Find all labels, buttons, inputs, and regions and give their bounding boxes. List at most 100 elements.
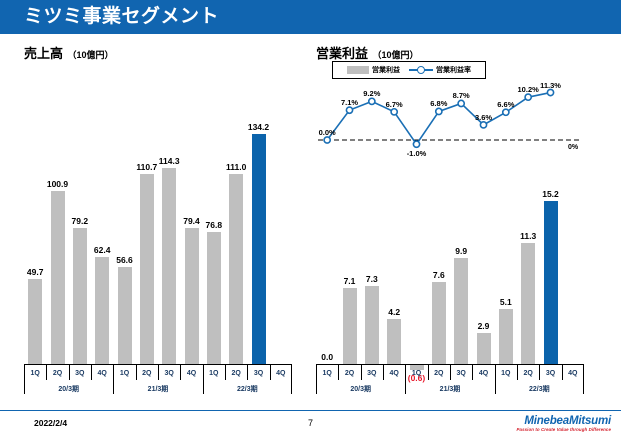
bar-value-label: 11.3	[520, 230, 537, 241]
bar	[476, 332, 491, 364]
bar-value-label: 7.3	[365, 273, 378, 284]
bar	[454, 257, 469, 364]
chart-legend: 営業利益 営業利益率	[332, 61, 486, 79]
bar	[184, 227, 199, 364]
x-axis-tick-label: 1Q	[119, 369, 130, 377]
bar-value-label: 76.8	[205, 220, 223, 231]
legend-item-operating-margin: 営業利益率	[409, 65, 471, 75]
fiscal-year-separator	[113, 365, 115, 394]
bar	[72, 228, 87, 364]
x-axis-tick-label: 1Q	[30, 369, 40, 377]
line-point-label: 6.8%	[430, 99, 448, 109]
bar-value-label: 56.6	[116, 254, 133, 265]
x-axis-tick-label: 4Q	[186, 369, 197, 377]
bar	[229, 173, 244, 364]
line-point-label: 10.2%	[517, 85, 539, 95]
bar-value-label: 9.9	[455, 245, 468, 256]
line-point-label: 7.1%	[340, 98, 359, 108]
fiscal-year-separator	[291, 365, 292, 394]
x-axis-tick-label: 4Q	[276, 369, 286, 377]
bar-value-label: 79.4	[183, 215, 200, 226]
footer-date: 2022/2/4	[34, 418, 68, 428]
x-axis-tick-label: 4Q	[97, 369, 107, 377]
company-logo: MinebeaMitsumi Passion to Create Value t…	[516, 415, 612, 433]
bar-value-label: 7.1	[343, 275, 356, 286]
bar-value-label: 5.1	[499, 297, 512, 308]
bar	[206, 232, 221, 364]
title-bar	[0, 0, 621, 34]
x-axis-tick-label: 4Q	[568, 369, 578, 377]
bar	[139, 174, 154, 364]
x-axis-line	[316, 364, 584, 366]
bar	[543, 200, 558, 364]
zero-axis-label: 0%	[568, 144, 579, 151]
x-axis-tick-label: 1Q	[411, 369, 422, 377]
bar-value-label: 15.2	[542, 188, 559, 199]
x-axis-tick-label: 2Q	[52, 369, 63, 377]
line-point-label: 6.6%	[497, 100, 515, 110]
fiscal-year-label: 22/3期	[237, 385, 258, 393]
footer-divider	[0, 410, 621, 411]
fiscal-year-label: 20/3期	[350, 385, 371, 393]
bar-value-label: 0.0	[321, 352, 334, 362]
left-panel-heading-main: 売上高	[24, 46, 64, 61]
fiscal-year-label: 21/3期	[439, 385, 461, 393]
bar	[117, 266, 132, 364]
operating-margin-line	[318, 88, 582, 149]
operating-income-chart: 0.0 7.1 7.3 4.2 (0.6) 7.6 9.9 2.9 5.1 11.3 15.2 1Q 2…	[316, 78, 584, 394]
x-axis-tick	[46, 365, 48, 380]
x-axis-tick	[158, 365, 159, 380]
bar	[498, 309, 513, 364]
bar	[521, 242, 536, 364]
bar	[431, 282, 446, 364]
line-point-label: 6.7%	[385, 99, 403, 109]
legend-bar-swatch-icon	[347, 66, 369, 74]
bar-value-label: (0.6)	[407, 373, 426, 384]
x-axis-tick	[383, 365, 384, 380]
x-axis-tick	[539, 365, 541, 380]
fiscal-year-separator	[405, 365, 407, 394]
x-axis-tick-label: 3Q	[253, 369, 264, 377]
x-axis-tick-label: 3Q	[545, 369, 556, 377]
bar-value-label: 100.9	[46, 179, 69, 190]
company-logo-text: MinebeaMitsumi	[524, 415, 611, 427]
page-title: ミツミ事業セグメント	[24, 6, 220, 27]
right-panel-heading: 営業利益 （10億円）	[316, 43, 418, 63]
bar	[387, 318, 402, 364]
x-axis-line	[24, 364, 292, 366]
bar	[409, 364, 424, 371]
x-axis-tick	[360, 365, 362, 380]
company-tagline: Passion to Create Value through Differen…	[516, 427, 611, 432]
x-axis-tick	[472, 365, 474, 380]
legend-item-operating-income: 営業利益	[347, 65, 400, 75]
x-axis-tick-label: 2Q	[523, 369, 533, 377]
bar	[50, 191, 65, 364]
line-point-label: 0.0%	[318, 128, 336, 137]
bar-value-label: 49.7	[26, 266, 44, 277]
x-axis-tick	[517, 365, 518, 380]
x-axis-tick	[269, 365, 271, 380]
bar	[28, 278, 43, 364]
bar-value-label: 4.2	[388, 306, 401, 317]
bar	[162, 168, 177, 364]
legend-line-marker-icon	[409, 66, 433, 74]
x-axis-tick-label: 4Q	[478, 369, 489, 377]
line-point-label: 8.7%	[452, 91, 470, 101]
right-panel-heading-main: 営業利益	[316, 46, 369, 61]
x-axis-tick-label: 3Q	[164, 369, 174, 377]
x-axis-tick-label: 1Q	[322, 369, 332, 377]
x-axis-tick	[450, 365, 451, 380]
x-axis-tick-label: 4Q	[389, 369, 399, 377]
x-axis-tick-label: 2Q	[231, 369, 241, 377]
bar-value-label: 2.9	[477, 320, 490, 331]
x-axis-tick-label: 2Q	[142, 369, 152, 377]
x-axis-tick-label: 1Q	[209, 369, 219, 377]
fiscal-year-label: 21/3期	[147, 385, 169, 393]
fiscal-year-separator	[24, 365, 25, 394]
x-axis-tick	[338, 365, 340, 380]
x-axis-tick-label: 1Q	[501, 369, 511, 377]
fiscal-year-separator	[583, 365, 584, 394]
line-point-label: 3.6%	[474, 112, 493, 122]
bar	[364, 285, 379, 364]
bar-value-label: 111.0	[225, 161, 247, 172]
